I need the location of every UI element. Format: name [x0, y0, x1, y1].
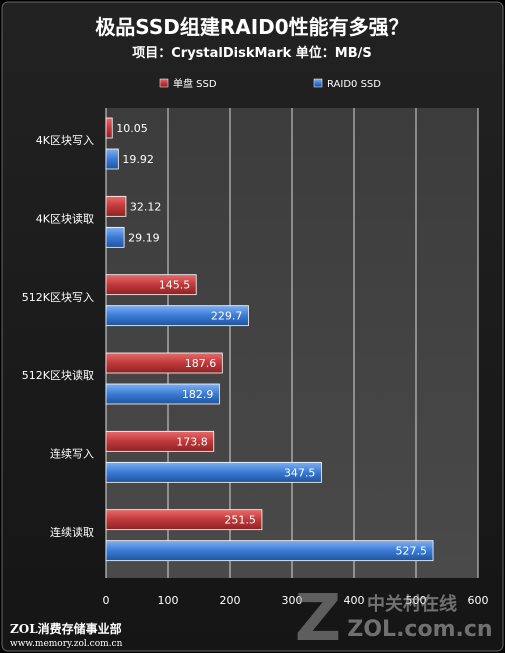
- data-label: 19.92: [122, 153, 154, 166]
- bar-raid0-ssd: [105, 305, 249, 327]
- x-tick-label: 300: [282, 594, 303, 607]
- bar-single-ssd: [105, 195, 127, 217]
- watermark-line2: ZOL.com.cn: [347, 617, 492, 642]
- category-label: 4K区块读取: [36, 212, 94, 226]
- bars: 10.05 19.92 32.12 29.19 145.5 229.7 187.6 182.9…: [105, 117, 434, 562]
- x-tick-label: 200: [220, 594, 241, 607]
- bar-raid0-ssd: [105, 461, 322, 483]
- chart-subtitle: 项目：CrystalDiskMark 单位：MB/S: [132, 45, 372, 61]
- x-tick-label: 500: [406, 594, 427, 607]
- x-tick-labels: 0 100 200 300 400 500 600: [103, 594, 489, 607]
- data-label: 347.5: [284, 466, 316, 479]
- data-label: 173.8: [176, 435, 208, 448]
- bar-single-ssd: [105, 274, 197, 296]
- x-tick-label: 0: [103, 594, 110, 607]
- data-label: 10.05: [116, 122, 148, 135]
- legend-label: 单盘 SSD: [173, 77, 217, 90]
- bar-raid0-ssd: [105, 383, 220, 405]
- legend-swatch: [159, 78, 169, 88]
- bar-single-ssd: [105, 117, 113, 139]
- data-label: 527.5: [396, 545, 428, 558]
- legend-label: RAID0 SSD: [327, 79, 381, 90]
- category-label: 连续读取: [50, 525, 94, 539]
- x-tick-label: 400: [344, 594, 365, 607]
- watermark: Z 中关村在线 ZOL.com.cn: [295, 582, 493, 653]
- footer-line1: ZOL消费存储事业部: [10, 621, 122, 636]
- bar-raid0-ssd: [105, 148, 119, 170]
- gridlines: [105, 108, 479, 578]
- bar-single-ssd: [105, 509, 263, 531]
- watermark-logo-letter: Z: [295, 582, 341, 653]
- legend: 单盘 SSD RAID0 SSD: [159, 77, 381, 90]
- category-label: 4K区块写入: [36, 134, 94, 147]
- watermark-line1: 中关村在线: [367, 593, 457, 615]
- data-label: 182.9: [182, 388, 214, 401]
- category-label: 512K区块写入: [22, 291, 94, 304]
- bar-raid0-ssd: [105, 226, 125, 248]
- bar-single-ssd: [105, 352, 223, 374]
- category-label: 512K区块读取: [22, 368, 94, 382]
- data-label: 145.5: [159, 279, 191, 292]
- bar-single-ssd: [105, 430, 215, 452]
- bar-raid0-ssd: [105, 540, 434, 562]
- data-label: 251.5: [224, 514, 256, 527]
- footer-line2: www.memory.zol.com.cn: [10, 639, 123, 649]
- data-label: 229.7: [211, 310, 243, 323]
- chart-title: 极品SSD组建RAID0性能有多强？: [95, 15, 408, 39]
- data-label: 187.6: [185, 357, 217, 370]
- x-tick-label: 100: [158, 594, 179, 607]
- data-label: 32.12: [130, 200, 162, 213]
- x-tick-label: 600: [468, 594, 489, 607]
- legend-swatch: [313, 78, 323, 88]
- data-label: 29.19: [128, 231, 160, 244]
- category-label: 连续写入: [50, 447, 94, 461]
